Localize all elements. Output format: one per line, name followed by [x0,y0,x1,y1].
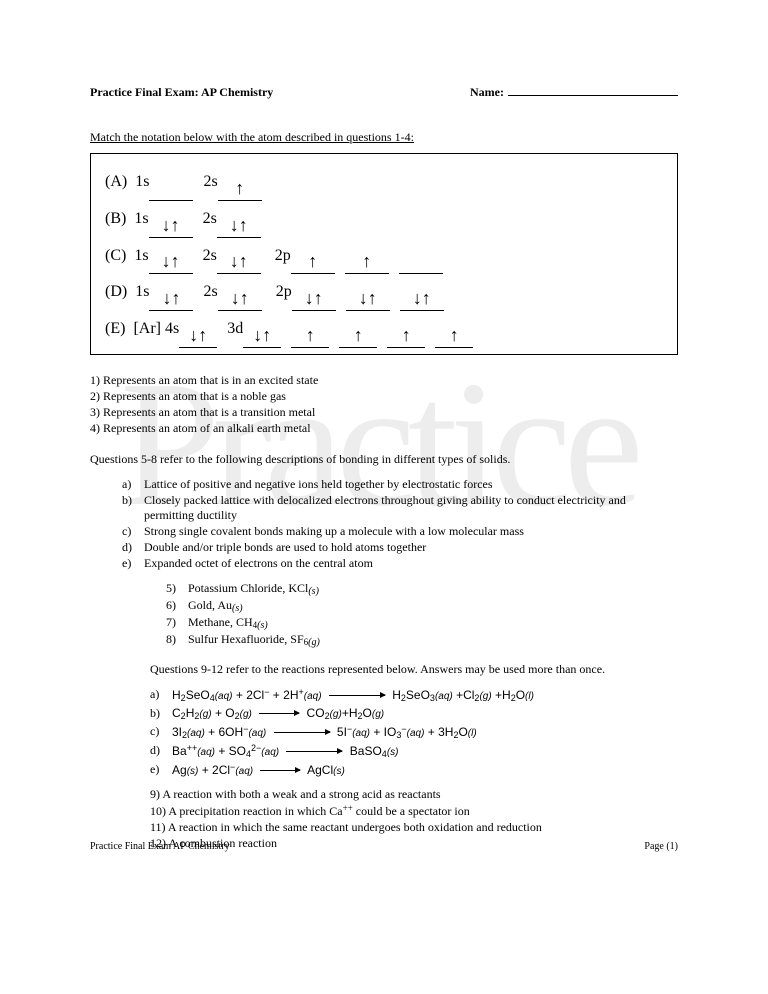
questions-1-4: 1) Represents an atom that is in an exci… [90,373,678,436]
reactions: a) H2SeO4(aq) + 2Cl− + 2H+(aq) H2SeO3(aq… [150,687,678,777]
q9: 9) A reaction with both a weak and a str… [150,787,678,802]
q1: 1) Represents an atom that is in an exci… [90,373,678,388]
q12: 12) A combustion reaction [150,836,678,851]
config-E: (E) [Ar] 4s↓↑ 3d↓↑ ↑ ↑ ↑ ↑ [105,311,663,348]
reaction-e: e) Ag(s) + 2Cl−(aq) AgCl(s) [150,762,678,777]
electron-config-box: (A) 1s 2s↑ (B) 1s↓↑ 2s↓↑ (C) 1s↓↑ 2s↓↑ 2… [90,153,678,355]
questions-5-8: 5)Potassium Chloride, KCl(s) 6)Gold, Au(… [166,581,678,648]
q4: 4) Represents an atom of an alkali earth… [90,421,678,436]
instruction-3: Questions 9-12 refer to the reactions re… [150,662,678,677]
config-B: (B) 1s↓↑ 2s↓↑ [105,201,663,238]
header: Practice Final Exam: AP Chemistry Name: [90,85,678,100]
q3: 3) Represents an atom that is a transiti… [90,405,678,420]
name-field: Name: [470,85,678,100]
reaction-a: a) H2SeO4(aq) + 2Cl− + 2H+(aq) H2SeO3(aq… [150,687,678,703]
questions-9-12: 9) A reaction with both a weak and a str… [150,787,678,851]
q2: 2) Represents an atom that is a noble ga… [90,389,678,404]
config-D: (D) 1s↓↑ 2s↓↑ 2p↓↑ ↓↑ ↓↑ [105,274,663,311]
options-a-e: a)Lattice of positive and negative ions … [122,477,678,571]
q10: 10) A precipitation reaction in which Ca… [150,803,678,819]
config-A: (A) 1s 2s↑ [105,164,663,201]
q11: 11) A reaction in which the same reactan… [150,820,678,835]
reaction-b: b) C2H2(g) + O2(g) CO2(g)+H2O(g) [150,706,678,721]
instruction-2: Questions 5-8 refer to the following des… [90,452,678,467]
reaction-c: c) 3I2(aq) + 6OH−(aq) 5I−(aq) + IO3−(aq)… [150,724,678,740]
instruction-1: Match the notation below with the atom d… [90,130,678,145]
config-C: (C) 1s↓↑ 2s↓↑ 2p↑ ↑ [105,238,663,275]
exam-title: Practice Final Exam: AP Chemistry [90,85,273,100]
reaction-d: d) Ba++(aq) + SO42−(aq) BaSO4(s) [150,743,678,759]
